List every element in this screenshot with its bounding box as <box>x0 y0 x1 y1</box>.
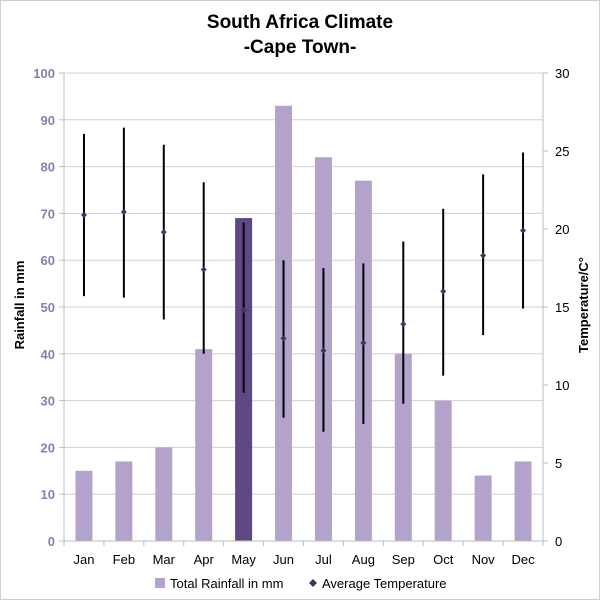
y-tick-label-40: 40 <box>41 347 55 362</box>
bar-nov <box>474 475 492 541</box>
temp-point-feb <box>120 208 127 215</box>
y-axis-label: Rainfall in mm <box>12 261 27 350</box>
x-tick-label-aug: Aug <box>352 552 375 567</box>
x-tick-label-oct: Oct <box>433 552 454 567</box>
y2-tick-label-0: 0 <box>555 534 562 549</box>
y-tick-label-50: 50 <box>41 300 55 315</box>
temp-point-nov <box>480 252 487 259</box>
x-tick-label-jan: Jan <box>73 552 94 567</box>
bar-mar <box>155 447 173 541</box>
y2-tick-label-15: 15 <box>555 300 569 315</box>
temp-point-jan <box>80 211 87 218</box>
y-tick-label-100: 100 <box>33 66 55 81</box>
y-tick-label-60: 60 <box>41 253 55 268</box>
bar-apr <box>195 349 213 541</box>
bar-feb <box>115 461 133 541</box>
temp-point-apr <box>200 266 207 273</box>
x-tick-label-sep: Sep <box>392 552 415 567</box>
y2-tick-label-20: 20 <box>555 222 569 237</box>
legend-rainfall-swatch <box>155 578 165 588</box>
y2-tick-label-5: 5 <box>555 456 562 471</box>
temp-point-may <box>240 307 247 314</box>
x-tick-label-mar: Mar <box>153 552 176 567</box>
legend-temperature-label: Average Temperature <box>322 576 447 591</box>
y-tick-label-30: 30 <box>41 394 55 409</box>
x-tick-label-nov: Nov <box>472 552 496 567</box>
y-tick-label-0: 0 <box>48 534 55 549</box>
x-tick-label-may: May <box>231 552 256 567</box>
legend-temperature-marker <box>309 579 317 587</box>
x-tick-label-feb: Feb <box>113 552 135 567</box>
y2-tick-label-10: 10 <box>555 378 569 393</box>
temp-point-oct <box>440 288 447 295</box>
bar-sep <box>394 353 412 541</box>
y-tick-label-80: 80 <box>41 160 55 175</box>
bar-jan <box>75 470 93 541</box>
y-tick-label-10: 10 <box>41 487 55 502</box>
chart-subtitle: -Cape Town- <box>244 37 357 58</box>
y2-tick-label-30: 30 <box>555 66 569 81</box>
temp-point-dec <box>520 227 527 234</box>
temp-point-sep <box>400 321 407 328</box>
tick-labels: 0 10 20 30 40 50 60 70 80 90 100 0 5 10 15 20 25 30 Jan Feb… <box>33 66 569 567</box>
y-tick-label-70: 70 <box>41 206 55 221</box>
bar-dec <box>514 461 532 541</box>
gridlines <box>64 72 543 542</box>
legend: Total Rainfall in mm Average Temperature <box>155 576 447 591</box>
temp-point-mar <box>160 229 167 236</box>
bar-oct <box>434 400 452 541</box>
x-tick-label-dec: Dec <box>511 552 535 567</box>
axes <box>59 72 548 546</box>
y-tick-label-90: 90 <box>41 113 55 128</box>
rainfall-bars <box>75 105 532 542</box>
x-tick-label-jul: Jul <box>315 552 332 567</box>
temp-point-jun <box>280 335 287 342</box>
y2-axis-label: Temperature/C° <box>576 257 591 353</box>
temperature-markers <box>80 127 527 432</box>
y2-tick-label-25: 25 <box>555 144 569 159</box>
legend-rainfall-label: Total Rainfall in mm <box>170 576 283 591</box>
temp-point-jul <box>320 347 327 354</box>
x-tick-label-jun: Jun <box>273 552 294 567</box>
x-tick-label-apr: Apr <box>194 552 215 567</box>
chart-title: South Africa Climate <box>207 12 393 33</box>
temp-point-aug <box>360 339 367 346</box>
y-tick-label-20: 20 <box>41 440 55 455</box>
